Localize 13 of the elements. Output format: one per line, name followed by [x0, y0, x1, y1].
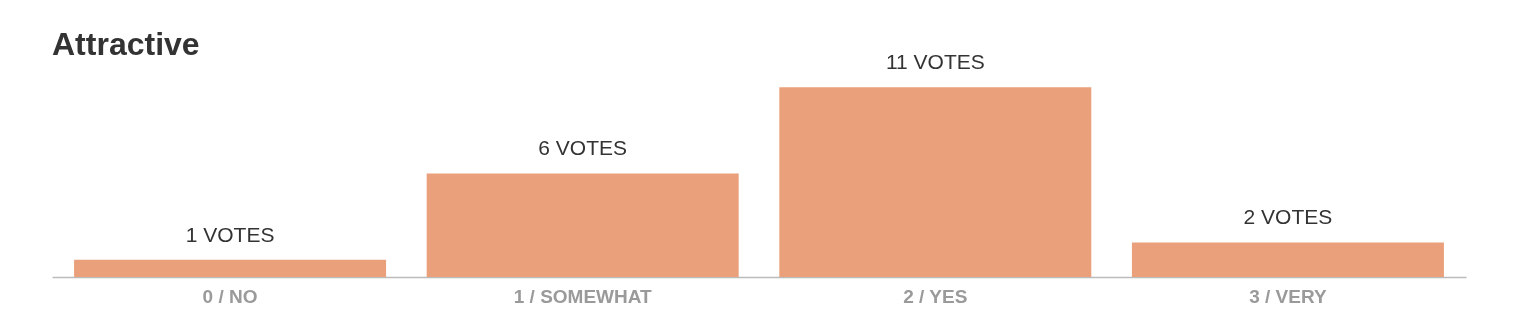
data-label: 11 VOTES — [885, 50, 985, 74]
bar — [779, 87, 1092, 277]
x-tick-label: 0 / NO — [202, 285, 258, 307]
bar — [1131, 242, 1444, 277]
data-label: 1 VOTES — [185, 222, 275, 246]
x-tick-label: 2 / YES — [903, 285, 968, 307]
data-label: 6 VOTES — [538, 136, 628, 160]
chart-title: Attractive — [52, 26, 200, 63]
x-tick-label: 3 / VERY — [1249, 285, 1327, 307]
x-tick-label: 1 / SOMEWHAT — [513, 285, 653, 307]
bar — [426, 173, 739, 277]
bar — [74, 259, 387, 277]
data-label: 2 VOTES — [1243, 205, 1333, 229]
